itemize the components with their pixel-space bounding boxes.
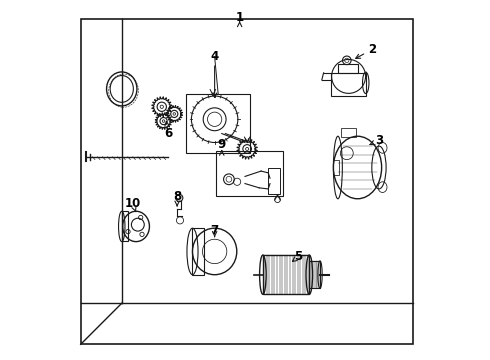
Bar (186, 94, 250, 153)
Bar (268, 168, 280, 194)
Text: 4: 4 (211, 50, 219, 63)
Text: 10: 10 (124, 197, 141, 210)
Text: 7: 7 (211, 224, 219, 237)
Text: 1: 1 (236, 11, 244, 24)
Bar (263, 255, 309, 294)
Bar (333, 160, 339, 175)
Text: 3: 3 (375, 134, 383, 147)
Bar (217, 152, 283, 196)
Text: 6: 6 (164, 127, 172, 140)
Bar (193, 228, 203, 275)
Text: 8: 8 (173, 190, 181, 203)
Bar (342, 128, 356, 137)
Bar (309, 261, 320, 288)
Bar (338, 64, 358, 73)
Text: 2: 2 (368, 43, 376, 56)
Bar (122, 211, 128, 242)
Text: 9: 9 (218, 138, 226, 151)
Text: 5: 5 (294, 250, 303, 263)
Bar (331, 73, 367, 96)
